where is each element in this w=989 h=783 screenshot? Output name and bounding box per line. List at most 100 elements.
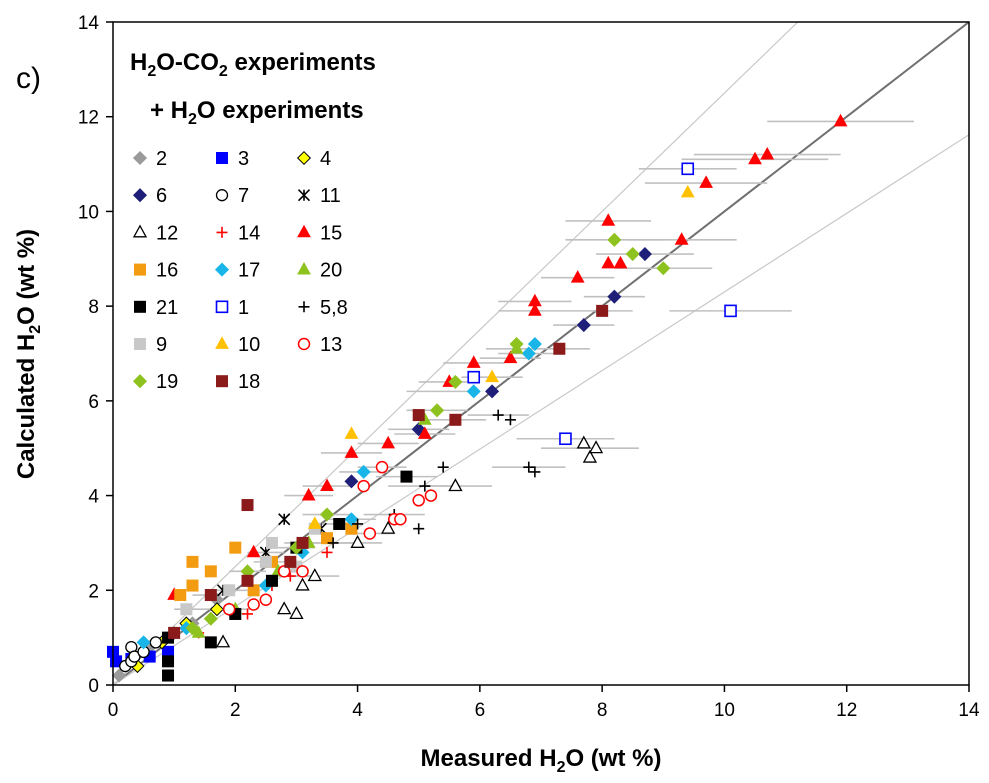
data-point xyxy=(699,175,713,188)
x-tick-label: 4 xyxy=(352,700,363,721)
y-tick-label: 10 xyxy=(78,202,99,223)
legend-item: 19 xyxy=(132,371,178,393)
data-point xyxy=(149,636,162,649)
legend-item: 20 xyxy=(297,260,342,282)
data-point xyxy=(295,577,310,591)
y-tick-label: 14 xyxy=(78,13,100,34)
data-point xyxy=(241,574,254,587)
data-point xyxy=(527,303,542,316)
data-point xyxy=(168,626,181,639)
y-axis-label-part: O (wt %) xyxy=(13,229,40,325)
legend-label: 14 xyxy=(238,222,260,244)
data-point xyxy=(412,494,425,507)
data-point xyxy=(492,409,504,421)
y-tick-label: 6 xyxy=(88,392,99,413)
data-point xyxy=(301,487,316,501)
data-point xyxy=(307,568,322,582)
data-point xyxy=(265,574,278,587)
data-point xyxy=(162,655,175,668)
data-point xyxy=(363,527,377,540)
legend-item: 21 xyxy=(134,297,178,319)
legend-item: 17 xyxy=(214,260,260,282)
legend-item: 11 xyxy=(297,185,341,207)
legend-marker xyxy=(298,301,310,313)
series-18 xyxy=(168,304,609,639)
data-point xyxy=(242,608,254,620)
legend-marker xyxy=(134,263,146,276)
data-point xyxy=(529,466,541,478)
data-point xyxy=(467,370,481,384)
series-6 xyxy=(344,247,652,489)
legend-label: 16 xyxy=(156,260,178,282)
data-point xyxy=(259,555,272,568)
data-point xyxy=(448,374,463,389)
legend-item: 10 xyxy=(215,334,260,356)
legend-item: 6 xyxy=(132,185,167,207)
series-7 xyxy=(119,636,162,673)
data-point xyxy=(375,460,389,474)
data-point xyxy=(357,479,370,493)
legend: 2 3 4 6 7 11 12 14 15 16 17 20 21 1 5,8 9 10 13 19 18 xyxy=(132,148,348,393)
legend-item: 12 xyxy=(132,222,178,244)
legend-marker xyxy=(132,188,148,203)
title-part: H xyxy=(130,49,147,76)
title-part: + H xyxy=(150,97,188,124)
x-tick-label: 2 xyxy=(230,700,241,721)
legend-marker xyxy=(216,152,228,164)
data-point xyxy=(162,669,175,682)
data-point xyxy=(637,247,652,262)
data-point xyxy=(327,537,339,549)
data-point xyxy=(296,536,309,549)
data-point xyxy=(601,255,616,269)
data-point xyxy=(424,489,438,502)
title-part: O-CO xyxy=(156,49,219,76)
x-axis-label-part: Measured H xyxy=(421,745,557,772)
legend-label: 17 xyxy=(238,260,260,282)
data-point xyxy=(412,409,425,422)
y-tick-label: 8 xyxy=(88,297,99,318)
legend-marker xyxy=(132,150,148,166)
legend-item: 5,8 xyxy=(298,297,348,319)
legend-marker xyxy=(297,224,311,238)
data-point xyxy=(417,426,432,439)
data-point xyxy=(180,603,193,616)
y-tick-label: 12 xyxy=(78,108,99,129)
y-tick-label: 0 xyxy=(88,676,99,697)
x-tick-label: 10 xyxy=(714,700,735,721)
legend-label: 6 xyxy=(156,185,167,207)
data-point xyxy=(209,602,224,617)
data-point xyxy=(259,593,273,607)
data-point xyxy=(204,589,217,602)
series-15 xyxy=(167,113,848,600)
panel-label: c) xyxy=(16,62,41,95)
data-point xyxy=(570,270,585,283)
data-point xyxy=(582,449,598,463)
y-axis-label-subscript: 2 xyxy=(27,325,44,334)
y-tick-label: 4 xyxy=(88,487,99,508)
legend-label: 21 xyxy=(156,297,178,319)
data-point xyxy=(449,413,462,426)
data-point xyxy=(724,304,737,318)
x-tick-label: 0 xyxy=(108,700,119,721)
legend-marker xyxy=(297,261,311,275)
data-point xyxy=(307,516,322,529)
data-point xyxy=(485,369,499,383)
legend-item: 2 xyxy=(132,148,167,170)
legend-item: 16 xyxy=(134,260,178,282)
data-point xyxy=(241,499,254,512)
data-point xyxy=(553,342,566,355)
data-point xyxy=(523,461,535,473)
data-point xyxy=(625,247,640,262)
data-point xyxy=(247,584,260,597)
inset-title-line1: H2O-CO2 experiments xyxy=(130,49,376,80)
data-point xyxy=(613,255,628,269)
data-point xyxy=(265,536,278,549)
data-point xyxy=(278,513,291,526)
data-point xyxy=(185,621,200,636)
data-point xyxy=(576,318,591,333)
data-point xyxy=(503,350,518,364)
x-tick-label: 6 xyxy=(475,700,486,721)
data-point xyxy=(186,555,199,568)
data-point xyxy=(381,435,396,449)
legend-item: 13 xyxy=(297,334,342,356)
